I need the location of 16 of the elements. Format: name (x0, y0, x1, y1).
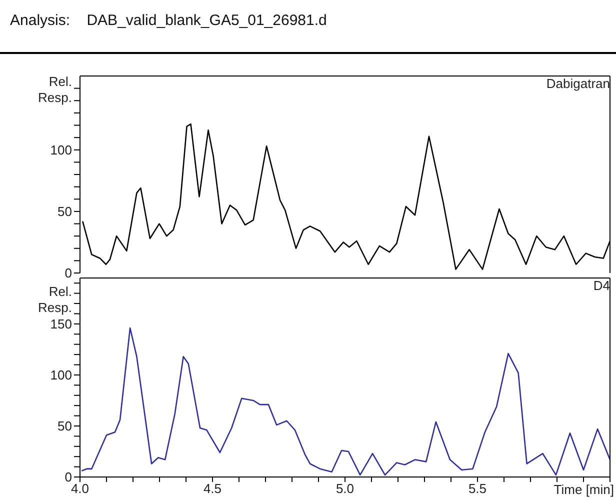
y-tick-label: 50 (58, 418, 72, 434)
x-tick-label: 5.5 (468, 481, 487, 496)
x-tick-label: 5.0 (336, 481, 354, 496)
text: Dabigatran (546, 76, 610, 91)
y-axis-title: Rel. Resp. (37, 74, 72, 106)
y-axis-title: Rel. Resp. (37, 284, 72, 316)
y-tick-label: 0 (64, 470, 72, 485)
chart-title: Analysis: DAB_valid_blank_GA5_01_26981.d (10, 12, 327, 29)
x-tick-label: 4.5 (203, 481, 222, 496)
y-tick-label: 100 (50, 142, 72, 158)
y-tick-label: 50 (58, 204, 72, 220)
x-axis-title: Time [min] (554, 482, 614, 497)
y-tick-label: 100 (50, 368, 72, 383)
y-tick-label: 0 (64, 266, 72, 281)
y-tick-label: 150 (50, 316, 72, 332)
x-tick-label: 4.0 (70, 481, 90, 496)
